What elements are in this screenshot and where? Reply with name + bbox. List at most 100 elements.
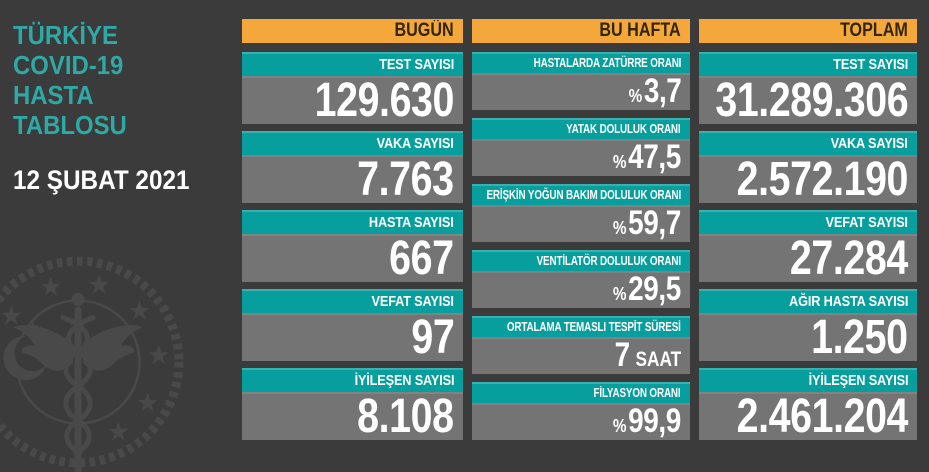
value-number: 99,9 <box>628 403 681 440</box>
value-suffix: SAAT <box>635 348 681 371</box>
value-number: 2.461.204 <box>736 392 909 440</box>
value-number: 97 <box>411 313 454 361</box>
stat-card: HASTALARDA ZATÜRRE ORANI %3,7 <box>472 52 690 110</box>
stat-label-bar: FİLYASYON ORANI <box>472 382 690 403</box>
stat-card: VENTİLATÖR DOLULUK ORANI %29,5 <box>472 250 690 308</box>
value-number: 2.572.190 <box>736 155 909 203</box>
stat-card: YATAK DOLULUK ORANI %47,5 <box>472 118 690 176</box>
column-header-today: BUGÜN <box>242 19 463 43</box>
stat-value: 129.630 <box>314 76 455 124</box>
stat-value-bar: 7.763 <box>242 155 463 203</box>
stat-value-bar: %59,7 <box>472 205 690 242</box>
stat-card: ERİŞKİN YOĞUN BAKIM DOLULUK ORANI %59,7 <box>472 184 690 242</box>
stat-value: %99,9 <box>613 403 681 440</box>
report-date: 12 ŞUBAT 2021 <box>13 165 190 195</box>
stat-label-bar: YATAK DOLULUK ORANI <box>472 118 690 139</box>
page-title: TÜRKİYE COVID-19 HASTA TABLOSU <box>13 20 137 140</box>
value-number: 667 <box>389 234 455 282</box>
stat-label: İYİLEŞEN SAYISI <box>354 371 454 389</box>
svg-text:★: ★ <box>87 270 111 300</box>
stat-label: AĞIR HASTA SAYISI <box>788 292 908 310</box>
stat-label-bar: İYİLEŞEN SAYISI <box>242 368 463 392</box>
stat-card: ORTALAMA TEMASLI TESPİT SÜRESİ 7 SAAT <box>472 316 690 374</box>
value-number: 29,5 <box>628 271 681 308</box>
stat-value-bar: %47,5 <box>472 139 690 176</box>
stat-value-bar: 2.461.204 <box>699 392 917 440</box>
value-number: 47,5 <box>628 139 681 176</box>
stat-label-bar: İYİLEŞEN SAYISI <box>699 368 917 392</box>
value-prefix: % <box>613 415 627 436</box>
stat-label-bar: VAKA SAYISI <box>699 131 917 155</box>
svg-text:★: ★ <box>136 388 160 418</box>
stat-value: 8.108 <box>358 392 455 440</box>
stat-label: VEFAT SAYISI <box>825 213 908 231</box>
stat-value-bar: 7 SAAT <box>472 337 690 374</box>
stat-value-bar: 27.284 <box>699 234 917 282</box>
svg-text:★: ★ <box>147 341 171 371</box>
svg-text:★: ★ <box>128 297 152 327</box>
stat-card: İYİLEŞEN SAYISI 8.108 <box>242 368 463 440</box>
title-line: TABLOSU <box>13 110 127 140</box>
stat-value-bar: 667 <box>242 234 463 282</box>
stat-label-bar: AĞIR HASTA SAYISI <box>699 289 917 313</box>
title-line: HASTA <box>13 80 94 110</box>
stat-label: VEFAT SAYISI <box>371 292 454 310</box>
column-today: BUGÜN TEST SAYISI 129.630 VAKA SAYISI 7.… <box>242 0 463 472</box>
stat-label: YATAK DOLULUK ORANI <box>566 121 682 136</box>
stat-value: %3,7 <box>628 73 681 110</box>
stat-value: 1.250 <box>811 313 909 361</box>
stat-card: VAKA SAYISI 7.763 <box>242 131 463 203</box>
column-total: TOPLAM TEST SAYISI 31.289.306 VAKA SAYIS… <box>699 0 917 472</box>
stat-label-bar: HASTA SAYISI <box>242 210 463 234</box>
stat-card: HASTA SAYISI 667 <box>242 210 463 282</box>
stat-value: 667 <box>389 234 455 282</box>
value-number: 31.289.306 <box>715 76 908 124</box>
value-prefix: % <box>613 151 627 172</box>
column-header-this-week: BU HAFTA <box>472 19 690 43</box>
stat-value-bar: 129.630 <box>242 76 463 124</box>
stat-card: TEST SAYISI 31.289.306 <box>699 52 917 124</box>
value-number: 3,7 <box>643 73 681 110</box>
stat-label-bar: VENTİLATÖR DOLULUK ORANI <box>472 250 690 271</box>
title-line: COVID-19 <box>13 50 124 80</box>
stat-value-bar: 1.250 <box>699 313 917 361</box>
stat-card: İYİLEŞEN SAYISI 2.461.204 <box>699 368 917 440</box>
stat-value-bar: %3,7 <box>472 73 690 110</box>
stat-label-bar: ORTALAMA TEMASLI TESPİT SÜRESİ <box>472 316 690 337</box>
column-header-total: TOPLAM <box>699 19 917 43</box>
stat-label: TEST SAYISI <box>379 55 454 73</box>
svg-text:★: ★ <box>39 272 63 302</box>
stat-card: VAKA SAYISI 2.572.190 <box>699 131 917 203</box>
stat-card: FİLYASYON ORANI %99,9 <box>472 382 690 440</box>
value-number: 27.284 <box>790 234 908 282</box>
stat-label-bar: VAKA SAYISI <box>242 131 463 155</box>
stat-label: FİLYASYON ORANI <box>593 385 681 400</box>
stat-label: VAKA SAYISI <box>830 134 908 152</box>
stat-label-bar: VEFAT SAYISI <box>242 289 463 313</box>
stat-value: %29,5 <box>613 271 681 308</box>
stat-label: İYİLEŞEN SAYISI <box>808 371 908 389</box>
stat-value: 2.572.190 <box>736 155 909 203</box>
column-this-week: BU HAFTA HASTALARDA ZATÜRRE ORANI %3,7 Y… <box>472 0 690 472</box>
stat-value: 31.289.306 <box>715 76 908 124</box>
stat-card: TEST SAYISI 129.630 <box>242 52 463 124</box>
svg-text:★: ★ <box>107 418 131 448</box>
value-number: 59,7 <box>628 205 681 242</box>
stat-label: ERİŞKİN YOĞUN BAKIM DOLULUK ORANI <box>486 187 681 202</box>
stat-label: ORTALAMA TEMASLI TESPİT SÜRESİ <box>507 319 681 334</box>
stat-value-bar: %99,9 <box>472 403 690 440</box>
value-prefix: % <box>613 283 627 304</box>
stat-value-bar: 2.572.190 <box>699 155 917 203</box>
value-prefix: % <box>613 217 627 238</box>
title-line: TÜRKİYE <box>13 20 118 50</box>
stat-label: VENTİLATÖR DOLULUK ORANI <box>536 253 682 268</box>
value-number: 1.250 <box>811 313 909 361</box>
stat-label-bar: VEFAT SAYISI <box>699 210 917 234</box>
stat-card: VEFAT SAYISI 27.284 <box>699 210 917 282</box>
value-number: 129.630 <box>314 76 455 124</box>
stat-value-bar: 97 <box>242 313 463 361</box>
stat-value-bar: %29,5 <box>472 271 690 308</box>
stat-card: VEFAT SAYISI 97 <box>242 289 463 361</box>
stat-label: VAKA SAYISI <box>376 134 454 152</box>
